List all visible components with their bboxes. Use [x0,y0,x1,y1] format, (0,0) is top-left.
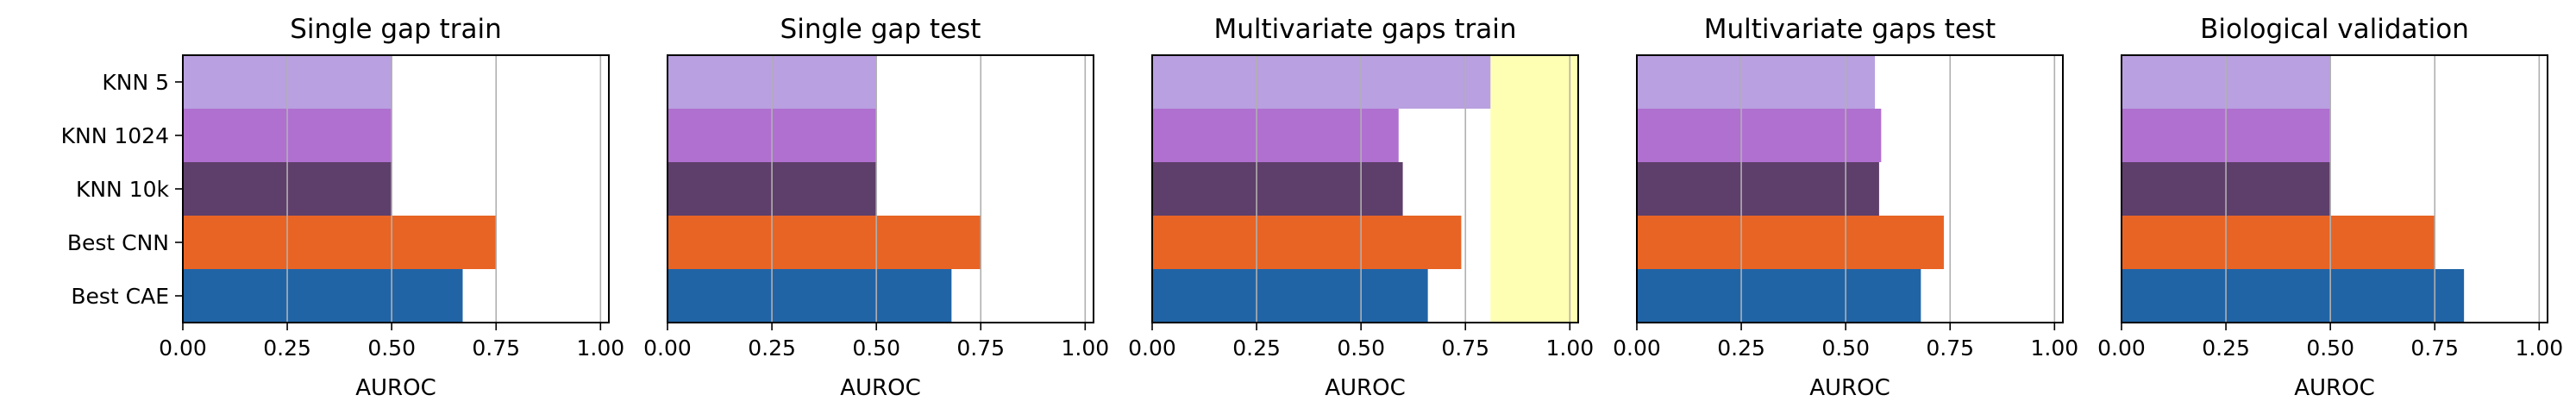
x-axis-label: AUROC [2294,375,2375,401]
x-axis-label: AUROC [1809,375,1890,401]
x-tick-label: 1.00 [576,336,624,361]
x-tick-label: 0.50 [367,336,416,361]
x-tick-label: 0.75 [1926,336,1974,361]
bar-best-cae [2122,269,2465,323]
y-tick-label: KNN 5 [102,70,169,95]
chart-title: Multivariate gaps train [1213,14,1516,45]
x-tick-label: 0.25 [748,336,796,361]
x-tick-label: 0.75 [472,336,520,361]
x-tick-label: 0.25 [1717,336,1765,361]
axes-frame [667,54,1094,323]
x-tick-label: 0.50 [1821,336,1870,361]
bar-knn-5 [1637,55,1876,109]
bar-knn-5 [1152,55,1491,109]
chart-title: Biological validation [2200,14,2469,45]
axes-frame [1636,54,2064,323]
chart-title: Multivariate gaps test [1704,14,1996,45]
y-tick-label: KNN 1024 [61,123,169,148]
bar-best-cnn [1637,216,1944,269]
x-tick-label: 0.50 [852,336,900,361]
bar-best-cnn [1152,216,1462,269]
bar-best-cae [183,269,463,323]
bar-best-cae [1637,269,1921,323]
bar-knn-10k [1152,162,1403,216]
axes-frame [2121,54,2548,323]
x-tick-label: 0.00 [159,336,207,361]
bar-knn-10k [1637,162,1879,216]
bar-best-cnn [668,216,981,269]
x-tick-label: 0.50 [1337,336,1385,361]
x-tick-label: 0.00 [1128,336,1176,361]
x-tick-label: 0.00 [1613,336,1661,361]
x-axis-label: AUROC [355,375,436,401]
y-tick-label: KNN 10k [76,177,170,202]
x-tick-label: 1.00 [1061,336,1109,361]
bar-best-cnn [183,216,497,269]
bar-knn-1024 [1152,109,1399,162]
bar-best-cnn [2122,216,2435,269]
y-tick-label: Best CAE [71,284,169,309]
x-tick-label: 0.00 [2097,336,2146,361]
x-axis-label: AUROC [840,375,921,401]
chart-title: Single gap test [780,14,981,45]
axes-frame [1151,54,1579,323]
x-tick-label: 0.75 [1441,336,1489,361]
bar-best-cae [1152,269,1428,323]
highlight-region [1490,55,1578,323]
y-tick-label: Best CNN [67,230,169,255]
chart-title: Single gap train [290,14,502,45]
x-tick-label: 0.25 [2202,336,2250,361]
bar-knn-1024 [1637,109,1882,162]
x-tick-label: 1.00 [2515,336,2563,361]
x-tick-label: 0.75 [956,336,1005,361]
x-tick-label: 1.00 [1545,336,1594,361]
x-tick-label: 0.25 [263,336,311,361]
x-tick-label: 0.25 [1232,336,1281,361]
x-tick-label: 0.50 [2306,336,2354,361]
x-axis-label: AUROC [1325,375,1406,401]
x-tick-label: 0.75 [2410,336,2459,361]
bar-best-cae [668,269,952,323]
x-tick-label: 0.00 [643,336,692,361]
x-tick-label: 1.00 [2030,336,2078,361]
